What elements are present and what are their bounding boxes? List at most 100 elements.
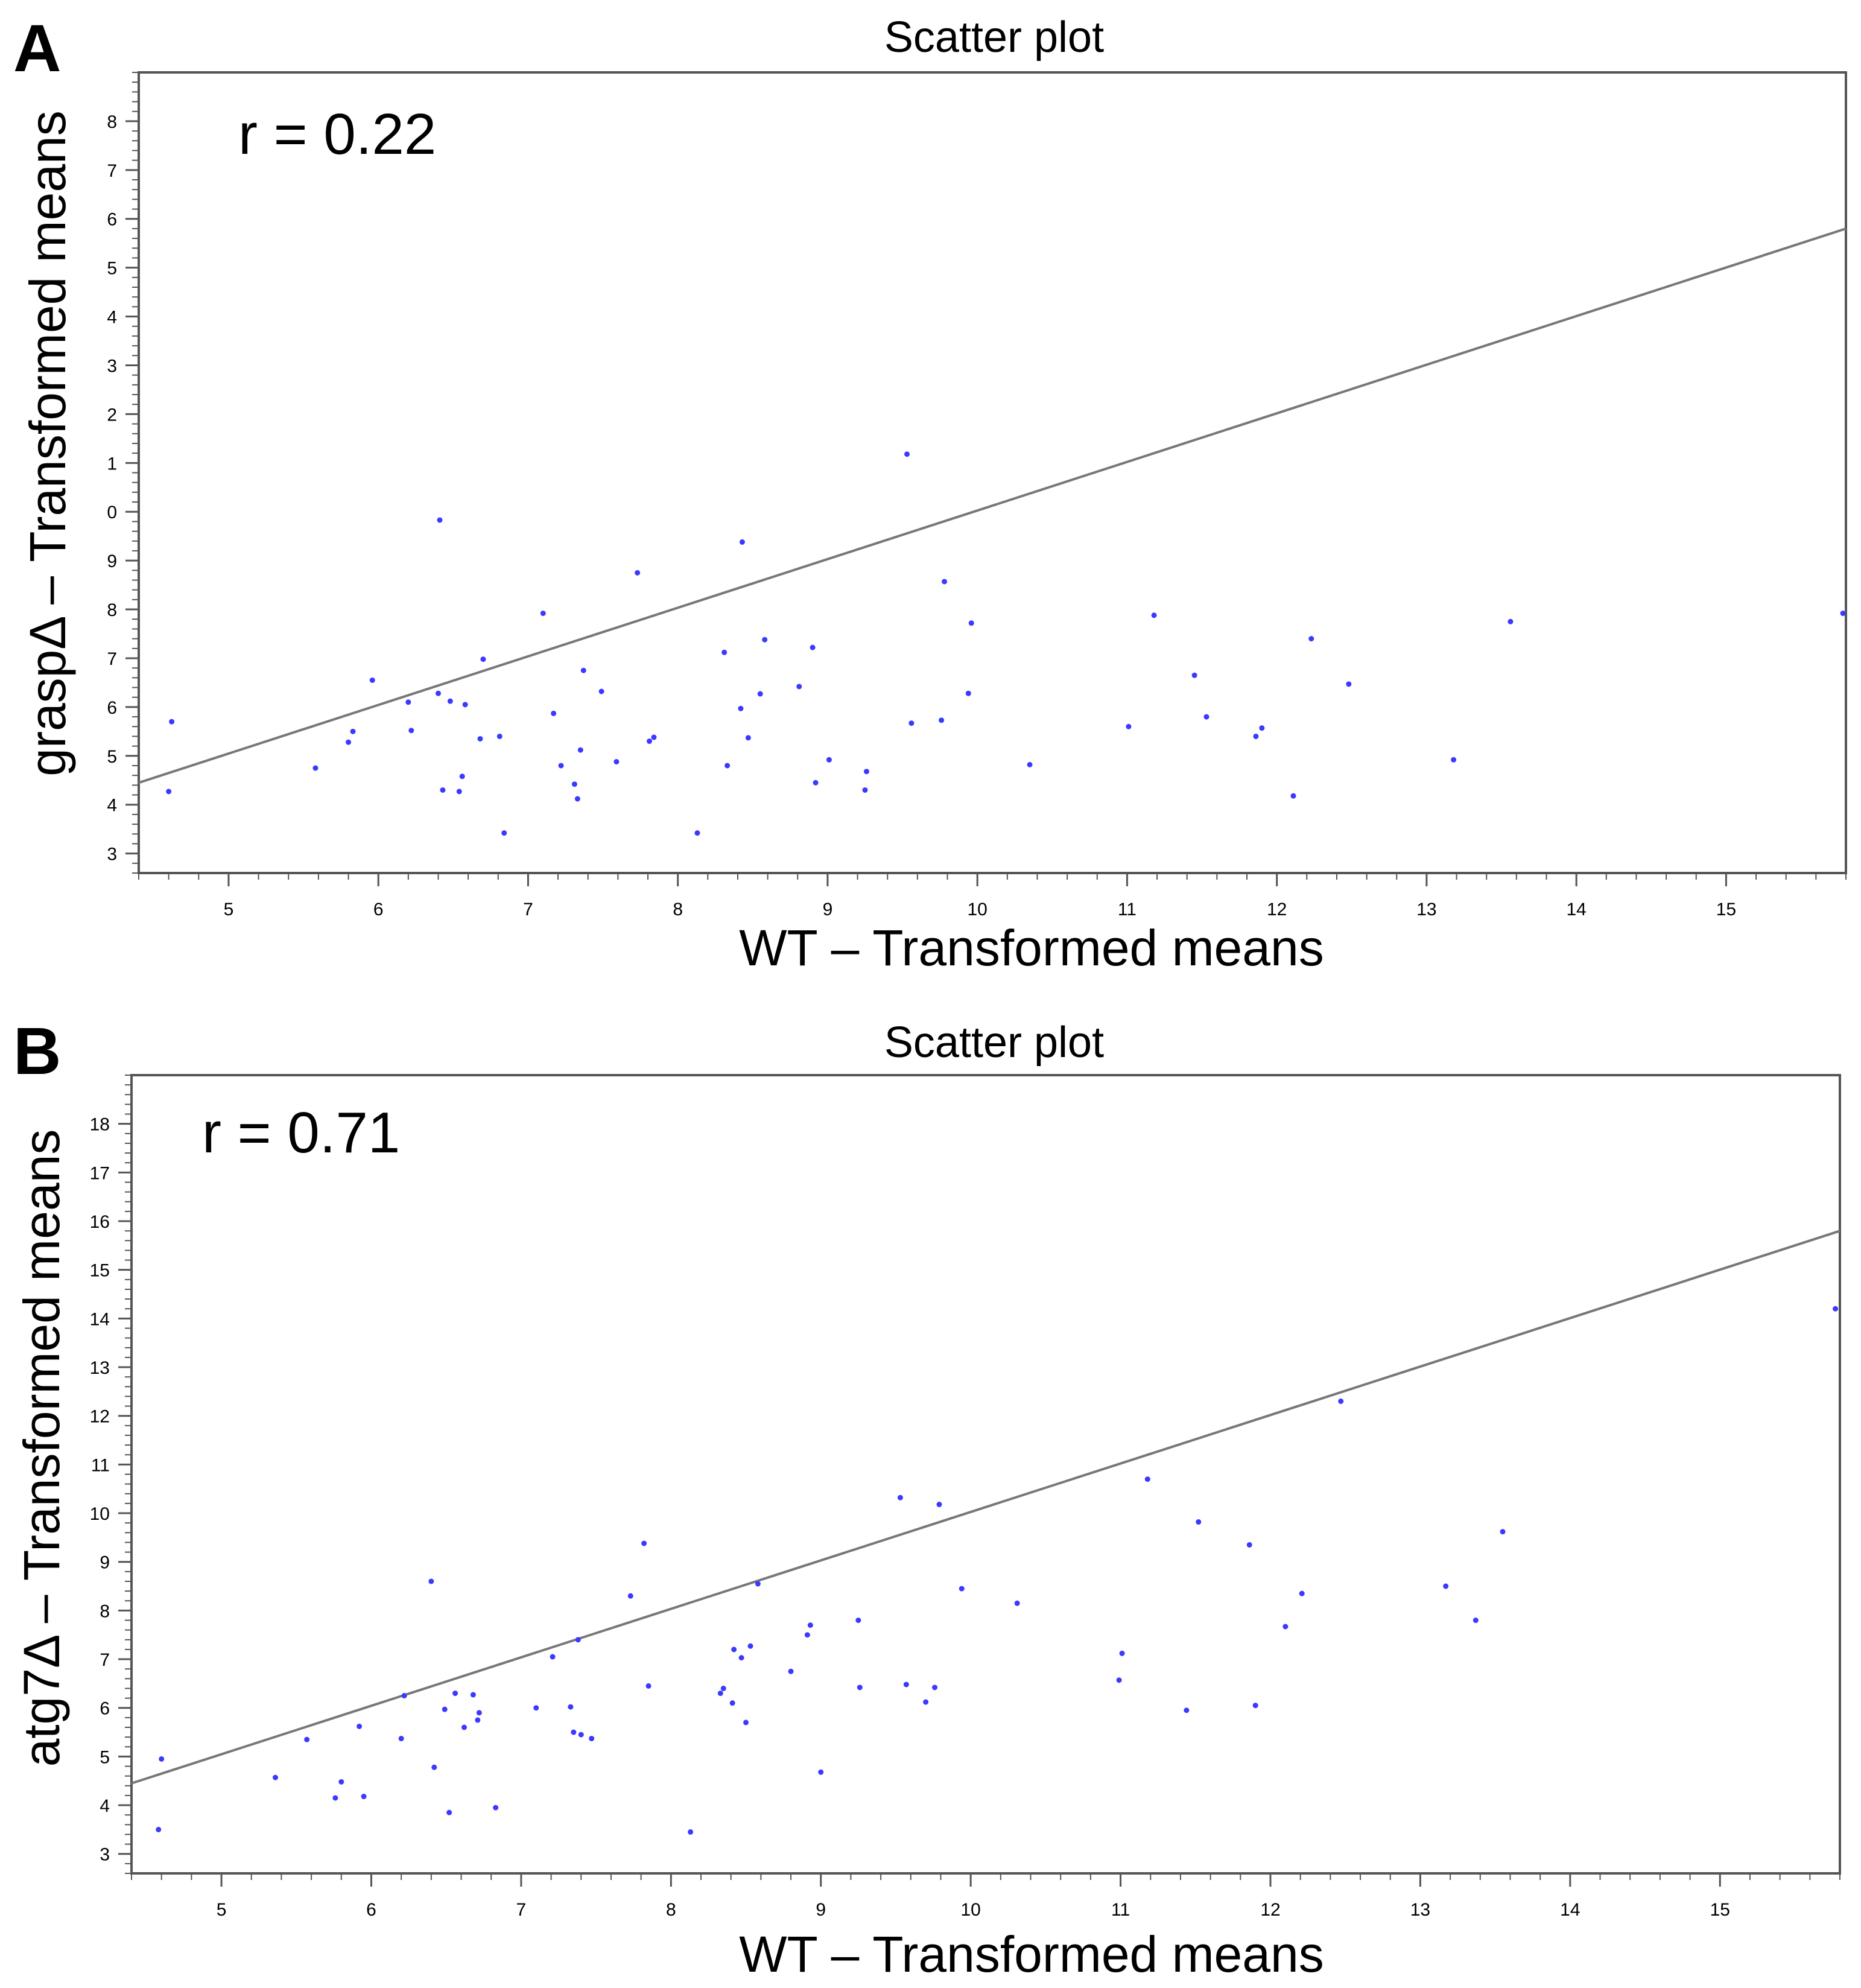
data-point-a: [447, 698, 453, 704]
data-point-b: [1299, 1590, 1305, 1596]
data-point-b: [932, 1685, 938, 1691]
data-point-b: [897, 1494, 903, 1501]
data-point-b: [431, 1764, 437, 1770]
x-tick-label-a: 7: [523, 900, 533, 919]
data-point-b: [493, 1805, 499, 1811]
data-point-a: [1151, 612, 1157, 618]
data-point-a: [738, 705, 744, 711]
data-point-b: [936, 1502, 942, 1508]
data-point-b: [818, 1769, 824, 1775]
x-tick-label-b: 5: [217, 1900, 227, 1920]
data-point-b: [1119, 1650, 1125, 1656]
data-point-a: [1840, 611, 1846, 617]
correlation-annotation-a: r = 0.22: [238, 102, 436, 167]
data-point-a: [613, 759, 620, 765]
data-point-b: [568, 1704, 574, 1710]
y-tick-label-b: 9: [100, 1553, 110, 1573]
data-point-b: [476, 1710, 482, 1716]
data-point-a: [965, 690, 971, 696]
data-point-b: [1196, 1519, 1202, 1525]
x-tick-label-a: 5: [224, 900, 234, 919]
data-point-b: [755, 1581, 761, 1587]
data-point-a: [456, 789, 462, 795]
data-point-a: [810, 644, 816, 650]
panel-b: B Scatter plot 5 6 7 8 9 10 11 12 13 14 15 3 4 5 6 7 8 9 1…: [13, 1014, 1841, 1983]
data-point-b: [1833, 1306, 1839, 1312]
y-tick-label-a: 0: [107, 503, 117, 522]
chart-title-a: Scatter plot: [884, 13, 1104, 62]
data-point-a: [496, 733, 503, 739]
y-tick-label-b: 10: [90, 1504, 110, 1524]
y-tick-label-a: 3: [107, 845, 117, 865]
y-tick-label-a: 3: [107, 356, 117, 376]
data-point-b: [1184, 1707, 1190, 1713]
data-point-a: [580, 667, 586, 673]
data-point-b: [1144, 1476, 1150, 1482]
data-point-a: [540, 611, 546, 617]
y-tick-label-a: 5: [107, 747, 117, 767]
data-point-a: [574, 796, 580, 802]
data-point-b: [401, 1693, 407, 1699]
data-point-b: [1252, 1703, 1258, 1709]
data-point-a: [826, 757, 832, 763]
y-tick-label-a: 7: [107, 161, 117, 181]
data-point-a: [745, 735, 751, 741]
data-point-a: [762, 637, 768, 643]
x-tick-label-b: 6: [366, 1900, 376, 1920]
x-tick-label-b: 8: [666, 1900, 676, 1920]
data-point-a: [405, 699, 411, 705]
data-point-b: [1338, 1398, 1344, 1404]
data-point-b: [788, 1668, 794, 1674]
data-point-a: [1253, 733, 1259, 739]
data-point-b: [855, 1618, 861, 1624]
data-point-a: [724, 763, 731, 769]
data-point-a: [647, 738, 653, 745]
data-point-a: [694, 830, 700, 836]
data-point-b: [357, 1723, 363, 1729]
data-point-b: [738, 1655, 744, 1661]
data-point-a: [1346, 681, 1352, 687]
data-point-a: [350, 728, 356, 734]
data-point-b: [1014, 1600, 1020, 1606]
data-point-b: [159, 1756, 165, 1762]
data-point-b: [688, 1829, 694, 1835]
data-point-a: [942, 579, 948, 585]
x-tick-label-b: 7: [516, 1900, 527, 1920]
data-point-b: [804, 1632, 810, 1638]
y-tick-label-b: 17: [90, 1163, 110, 1183]
data-point-b: [1500, 1529, 1506, 1535]
data-points-a: [166, 451, 1846, 836]
x-tick-label-b: 15: [1710, 1900, 1730, 1920]
data-point-b: [156, 1826, 162, 1832]
data-point-b: [575, 1637, 581, 1643]
data-point-a: [169, 719, 175, 725]
chart-title-b: Scatter plot: [884, 1018, 1104, 1067]
x-tick-label-a: 11: [1118, 900, 1137, 919]
data-point-b: [475, 1717, 481, 1723]
data-point-b: [641, 1540, 647, 1546]
data-point-a: [721, 649, 728, 655]
x-axis-label-b: WT – Transformed means: [739, 1926, 1324, 1983]
y-tick-label-a: 8: [107, 600, 117, 620]
x-tick-label-b: 9: [816, 1900, 826, 1920]
x-tick-label-a: 14: [1566, 900, 1586, 919]
data-point-a: [1203, 714, 1209, 720]
y-tick-label-a: 8: [107, 112, 117, 132]
data-point-b: [720, 1685, 726, 1691]
x-tick-label-a: 10: [967, 900, 987, 919]
y-tick-label-a: 7: [107, 649, 117, 669]
data-point-a: [346, 739, 352, 745]
y-tick-label-b: 13: [90, 1358, 110, 1378]
y-tick-label-a: 2: [107, 405, 117, 425]
x-tick-label-a: 15: [1716, 900, 1736, 919]
y-tick-label-b: 4: [100, 1796, 110, 1816]
data-point-a: [651, 734, 657, 740]
data-point-b: [627, 1593, 633, 1599]
y-tick-label-b: 11: [91, 1455, 110, 1475]
x-tick-label-a: 8: [673, 900, 683, 919]
data-point-a: [968, 620, 974, 626]
data-point-a: [577, 747, 583, 753]
data-point-a: [904, 451, 910, 457]
